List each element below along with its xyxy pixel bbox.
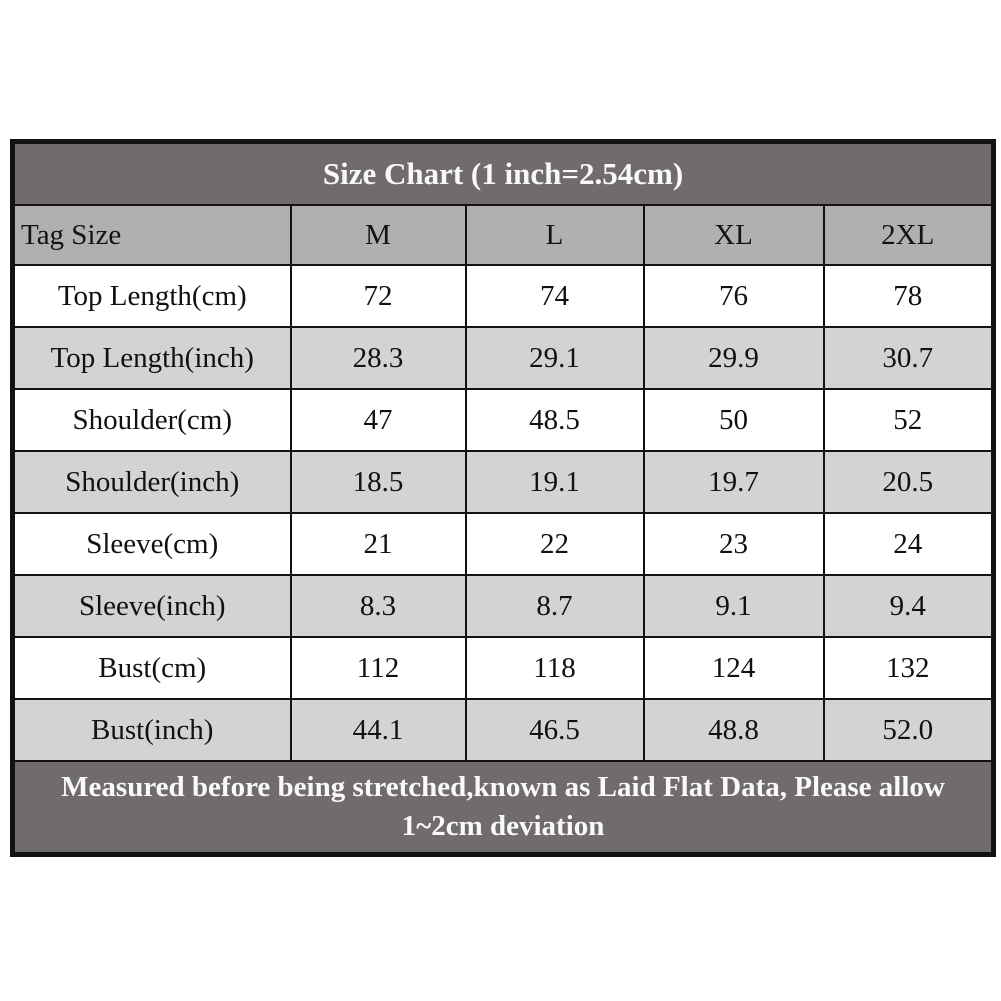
header-row: Tag Size M L XL 2XL bbox=[11, 204, 995, 266]
measurement-note: Measured before being stretched,known as… bbox=[11, 760, 995, 856]
footer-row: Measured before being stretched,known as… bbox=[11, 760, 995, 856]
table-row: Shoulder(cm) 47 48.5 50 52 bbox=[11, 388, 995, 452]
table-title: Size Chart (1 inch=2.54cm) bbox=[11, 140, 995, 206]
table-row: Top Length(inch) 28.3 29.1 29.9 30.7 bbox=[11, 326, 995, 390]
size-chart-table: Size Chart (1 inch=2.54cm) Tag Size M L … bbox=[10, 139, 997, 857]
row-value: 74 bbox=[464, 264, 645, 328]
row-value: 19.7 bbox=[642, 450, 825, 514]
row-value: 8.7 bbox=[464, 574, 645, 638]
measurement-note-line-2: 1~2cm deviation bbox=[401, 810, 605, 842]
table-row: Sleeve(cm) 21 22 23 24 bbox=[11, 512, 995, 576]
row-value: 29.9 bbox=[642, 326, 825, 390]
row-label: Top Length(cm) bbox=[11, 264, 292, 328]
row-value: 48.8 bbox=[642, 698, 825, 762]
row-value: 23 bbox=[642, 512, 825, 576]
row-value: 44.1 bbox=[289, 698, 467, 762]
row-label: Sleeve(inch) bbox=[11, 574, 292, 638]
row-value: 18.5 bbox=[289, 450, 467, 514]
table-row: Bust(inch) 44.1 46.5 48.8 52.0 bbox=[11, 698, 995, 762]
column-header-tag-size: Tag Size bbox=[11, 204, 292, 266]
row-label: Sleeve(cm) bbox=[11, 512, 292, 576]
column-header-m: M bbox=[289, 204, 467, 266]
table-row: Shoulder(inch) 18.5 19.1 19.7 20.5 bbox=[11, 450, 995, 514]
row-value: 52.0 bbox=[822, 698, 995, 762]
row-value: 8.3 bbox=[289, 574, 467, 638]
row-value: 47 bbox=[289, 388, 467, 452]
row-label: Shoulder(inch) bbox=[11, 450, 292, 514]
table-row: Top Length(cm) 72 74 76 78 bbox=[11, 264, 995, 328]
row-value: 21 bbox=[289, 512, 467, 576]
row-value: 30.7 bbox=[822, 326, 995, 390]
row-value: 52 bbox=[822, 388, 995, 452]
column-header-xl: XL bbox=[642, 204, 825, 266]
row-label: Bust(cm) bbox=[11, 636, 292, 700]
table-row: Sleeve(inch) 8.3 8.7 9.1 9.4 bbox=[11, 574, 995, 638]
row-value: 124 bbox=[642, 636, 825, 700]
row-value: 78 bbox=[822, 264, 995, 328]
row-value: 9.1 bbox=[642, 574, 825, 638]
measurement-note-line-1: Measured before being stretched,known as… bbox=[61, 771, 945, 803]
row-value: 24 bbox=[822, 512, 995, 576]
column-header-l: L bbox=[464, 204, 645, 266]
row-value: 118 bbox=[464, 636, 645, 700]
row-value: 48.5 bbox=[464, 388, 645, 452]
title-row: Size Chart (1 inch=2.54cm) bbox=[11, 140, 995, 206]
row-value: 112 bbox=[289, 636, 467, 700]
row-label: Top Length(inch) bbox=[11, 326, 292, 390]
size-table-body: Top Length(cm) 72 74 76 78 Top Length(in… bbox=[11, 264, 995, 762]
row-value: 76 bbox=[642, 264, 825, 328]
row-value: 50 bbox=[642, 388, 825, 452]
row-value: 9.4 bbox=[822, 574, 995, 638]
table-row: Bust(cm) 112 118 124 132 bbox=[11, 636, 995, 700]
row-label: Shoulder(cm) bbox=[11, 388, 292, 452]
row-value: 132 bbox=[822, 636, 995, 700]
column-header-2xl: 2XL bbox=[822, 204, 995, 266]
row-value: 19.1 bbox=[464, 450, 645, 514]
row-value: 22 bbox=[464, 512, 645, 576]
row-value: 28.3 bbox=[289, 326, 467, 390]
row-value: 46.5 bbox=[464, 698, 645, 762]
row-value: 29.1 bbox=[464, 326, 645, 390]
row-value: 20.5 bbox=[822, 450, 995, 514]
row-label: Bust(inch) bbox=[11, 698, 292, 762]
row-value: 72 bbox=[289, 264, 467, 328]
